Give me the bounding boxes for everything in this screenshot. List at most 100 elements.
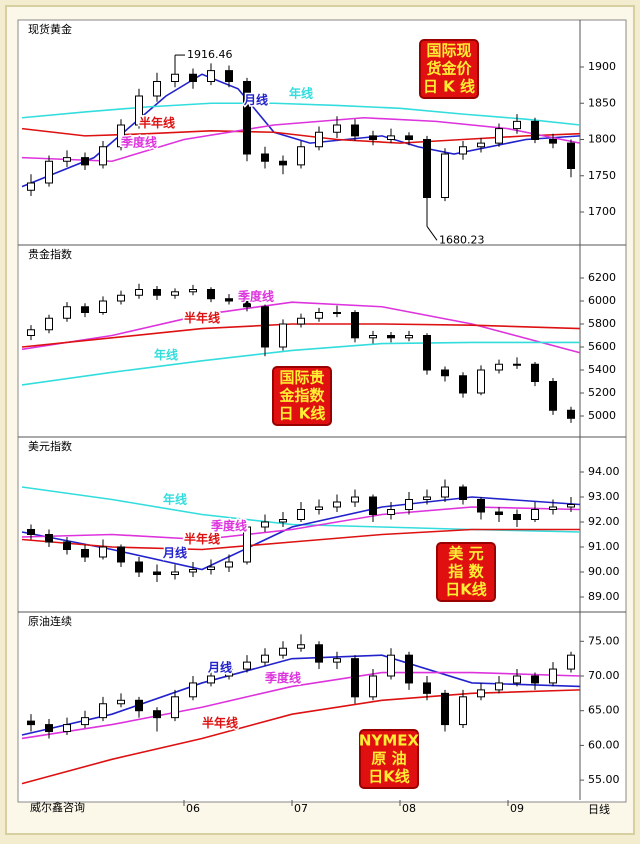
candle-body (351, 312, 359, 339)
candle-body (207, 566, 215, 570)
candle-body (99, 703, 107, 719)
candle-body (45, 534, 53, 543)
candle-body (441, 369, 449, 377)
series-label: 月线 (162, 545, 187, 560)
ma-line (21, 496, 581, 571)
y-tick-label: 91.00 (588, 540, 620, 553)
x-tick-label: 09 (510, 802, 524, 815)
candle-body (135, 561, 143, 573)
ma-line (21, 102, 581, 126)
box-text: 金指数 (278, 387, 325, 405)
candle-body (495, 128, 503, 144)
series-label: 年线 (289, 86, 313, 101)
candle-body (261, 153, 269, 162)
candle-body (405, 335, 413, 339)
candle-body (117, 546, 125, 563)
candle-body (369, 335, 377, 339)
candle-body (297, 644, 305, 649)
series-label: 年线 (154, 347, 178, 362)
candle-body (27, 529, 35, 535)
source: 威尔鑫咨询 (30, 800, 85, 814)
panel-title: 贵金指数 (28, 247, 72, 261)
box-text: 货金价 (426, 60, 472, 78)
candle-body (351, 496, 359, 503)
box-text: 美 元 (448, 545, 483, 563)
candle-body (243, 526, 251, 563)
candle-body (423, 335, 431, 371)
candle-body (189, 682, 197, 698)
candle-body (27, 329, 35, 336)
candle-body (351, 658, 359, 698)
ma-line (21, 671, 581, 740)
candle-body (405, 499, 413, 510)
ma-line (21, 528, 580, 551)
candle-body (279, 647, 287, 656)
candle-body (171, 696, 179, 719)
candle-body (441, 153, 449, 198)
y-tick-label: 94.00 (588, 465, 620, 478)
candle-body (513, 514, 521, 520)
series-label: 季度线 (237, 289, 274, 304)
y-tick-label: 93.00 (588, 490, 620, 503)
candle-body (243, 300, 251, 308)
candle-body (549, 506, 557, 510)
candle-body (531, 363, 539, 382)
y-tick-label: 65.00 (588, 704, 620, 717)
candle-body (369, 135, 377, 140)
candle-body (549, 381, 557, 411)
candle-body (171, 73, 179, 82)
candle-body (243, 81, 251, 155)
candle-body (387, 335, 395, 339)
x-tick-label: 06 (186, 802, 200, 815)
candle-body (189, 73, 197, 82)
candle-body (369, 675, 377, 698)
box-text: 国际现 (426, 42, 471, 60)
series-label: 月线 (243, 92, 268, 107)
candle-body (549, 139, 557, 144)
box-text: 日K线 (368, 768, 410, 786)
candle-body (27, 720, 35, 726)
candle-body (189, 289, 197, 293)
candle-body (279, 519, 287, 523)
candle-body (333, 124, 341, 133)
box-text: 日K线 (445, 581, 487, 599)
series-label: 季度线 (210, 518, 247, 533)
x-tick-label: 07 (294, 802, 308, 815)
candle-body (477, 499, 485, 513)
candle-body (81, 306, 89, 313)
candle-body (531, 120, 539, 140)
ma-line (21, 116, 581, 163)
candle-body (99, 300, 107, 313)
candle-body (279, 160, 287, 166)
box-text: NYMEX (359, 732, 420, 750)
candle-body (567, 504, 575, 508)
candle-body (549, 668, 557, 684)
y-tick-label: 1850 (588, 96, 616, 109)
y-tick-label: 5000 (588, 409, 616, 422)
candle-body (477, 142, 485, 148)
candle-body (567, 654, 575, 670)
candle-body (225, 298, 233, 302)
candle-body (495, 363, 503, 371)
box-text: 原 油 (371, 750, 406, 768)
candle-body (45, 160, 53, 184)
candle-body (117, 294, 125, 302)
candle-body (153, 710, 161, 719)
panel-title: 原油连续 (28, 614, 72, 628)
candle-body (387, 654, 395, 677)
y-tick-label: 90.00 (588, 565, 620, 578)
y-tick-label: 6000 (588, 294, 616, 307)
label-box (359, 729, 419, 789)
y-tick-label: 6200 (588, 271, 616, 284)
candle-body (207, 289, 215, 300)
y-tick-label: 1900 (588, 60, 616, 73)
candle-body (261, 654, 269, 663)
y-tick-label: 1800 (588, 133, 616, 146)
y-tick-label: 5600 (588, 340, 616, 353)
y-tick-label: 1700 (588, 205, 616, 218)
candle-body (297, 317, 305, 325)
candle-body (423, 496, 431, 500)
ma-line (21, 506, 581, 541)
candle-body (459, 486, 467, 500)
